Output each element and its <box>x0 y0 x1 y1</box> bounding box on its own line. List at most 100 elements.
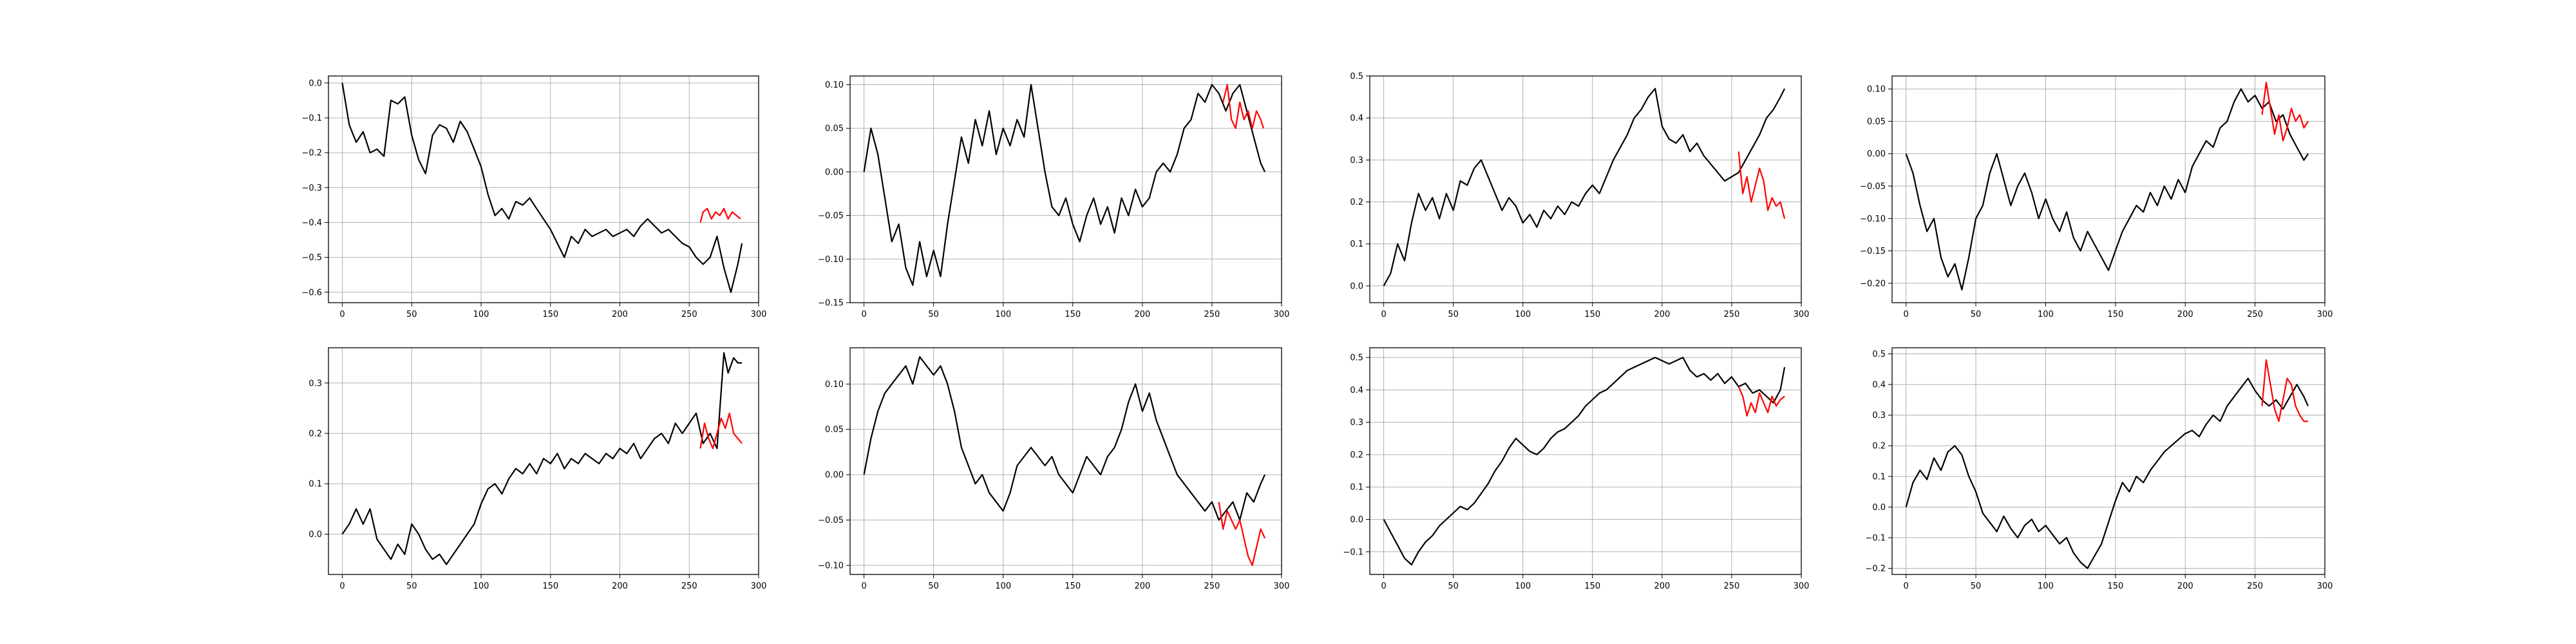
x-tick-label: 150 <box>1065 582 1081 591</box>
x-tick-label: 250 <box>1724 582 1740 591</box>
y-tick-label: 0.2 <box>1350 198 1363 207</box>
series-line-black <box>341 352 743 565</box>
y-tick-label: 0.2 <box>308 429 322 439</box>
axes-frame <box>328 347 759 575</box>
x-tick-label: 0 <box>861 582 866 591</box>
y-tick-label: 0.3 <box>1350 418 1363 428</box>
x-tick-label: 100 <box>995 310 1011 319</box>
series-line-black <box>341 82 743 293</box>
x-tick-label: 50 <box>406 582 417 591</box>
subplot-4: 0 50 100 150 200 250 300 0.10 0.05 0.00 −0.05 −0.10… <box>1860 75 2333 319</box>
x-tick-label: 150 <box>2107 310 2123 319</box>
series-line-red <box>1738 151 1786 219</box>
y-tick-label: 0.0 <box>1350 515 1363 525</box>
y-tick-label: 0.0 <box>1872 503 1886 513</box>
axes-frame <box>1369 347 1802 575</box>
y-tick-label: 0.5 <box>1872 350 1886 359</box>
x-tick-label: 150 <box>1584 310 1600 319</box>
axes-frame <box>849 75 1282 303</box>
series-line-black <box>863 356 1266 521</box>
y-tick-label: −0.3 <box>301 184 322 193</box>
x-tick-label: 100 <box>995 582 1011 591</box>
y-tick-label: 0.0 <box>308 530 322 540</box>
y-tick-label: −0.20 <box>1860 279 1886 289</box>
x-tick-label: 50 <box>1971 310 1982 319</box>
y-tick-label: −0.10 <box>818 561 844 571</box>
axes-frame <box>1891 347 2325 575</box>
y-tick-label: 0.1 <box>308 480 322 489</box>
series-line-black <box>1905 88 2309 290</box>
y-tick-label: 0.1 <box>1350 483 1363 493</box>
y-tick-label: −0.05 <box>818 211 844 221</box>
x-tick-label: 100 <box>473 582 489 591</box>
x-tick-label: 250 <box>681 310 697 319</box>
x-tick-label: 200 <box>612 582 628 591</box>
x-tick-label: 300 <box>2317 310 2333 319</box>
y-tick-label: −0.15 <box>818 299 844 308</box>
subplot-2: 0 50 100 150 200 250 300 0.10 0.05 0.00 −0.05 −0.10… <box>818 75 1290 319</box>
x-tick-label: 0 <box>1904 310 1909 319</box>
y-tick-label: −0.1 <box>301 113 322 123</box>
x-tick-label: 50 <box>1971 582 1982 591</box>
y-tick-label: 0.4 <box>1872 381 1886 390</box>
series-line-red <box>1738 386 1785 417</box>
y-tick-label: 0.2 <box>1872 442 1886 451</box>
series-line-black <box>1383 357 1786 565</box>
x-tick-label: 150 <box>1584 582 1600 591</box>
x-tick-label: 150 <box>1065 310 1081 319</box>
y-tick-label: 0.00 <box>825 471 844 480</box>
y-tick-label: 0.00 <box>1867 149 1886 159</box>
series-line-black <box>863 84 1266 286</box>
x-tick-label: 250 <box>1724 310 1740 319</box>
y-tick-label: 0.1 <box>1872 472 1886 482</box>
y-tick-label: 0.2 <box>1350 450 1363 460</box>
x-tick-label: 50 <box>406 310 417 319</box>
y-tick-label: −0.05 <box>818 516 844 526</box>
y-tick-label: 0.0 <box>1350 281 1363 291</box>
y-tick-label: 0.5 <box>1350 72 1363 82</box>
y-tick-label: −0.1 <box>1343 547 1363 557</box>
series-line-red <box>699 412 743 450</box>
x-tick-label: 50 <box>1448 310 1459 319</box>
y-tick-label: 0.05 <box>825 425 844 435</box>
y-tick-label: −0.4 <box>301 218 322 228</box>
x-tick-label: 100 <box>1515 582 1531 591</box>
x-tick-label: 250 <box>2247 582 2263 591</box>
x-tick-label: 250 <box>681 582 697 591</box>
x-tick-label: 0 <box>339 582 345 591</box>
x-tick-label: 300 <box>1794 310 1810 319</box>
y-tick-label: 0.05 <box>825 124 844 134</box>
series-line-black <box>1383 88 1786 287</box>
x-tick-label: 150 <box>2107 582 2123 591</box>
x-tick-label: 0 <box>339 310 345 319</box>
x-tick-label: 300 <box>1794 582 1810 591</box>
axes-frame <box>328 75 759 303</box>
x-tick-label: 0 <box>861 310 866 319</box>
series-line-red <box>2261 359 2308 422</box>
x-tick-label: 200 <box>1134 582 1150 591</box>
y-tick-label: 0.10 <box>1867 85 1886 95</box>
y-tick-label: −0.2 <box>1865 564 1886 574</box>
x-tick-label: 300 <box>1274 310 1290 319</box>
y-tick-label: −0.5 <box>301 253 322 263</box>
x-tick-label: 250 <box>2247 310 2263 319</box>
y-tick-label: −0.15 <box>1860 247 1886 256</box>
y-tick-label: −0.2 <box>301 149 322 158</box>
y-tick-label: 0.1 <box>1350 240 1363 249</box>
y-tick-label: 0.4 <box>1350 386 1363 395</box>
axes-frame <box>1369 75 1802 303</box>
y-tick-label: 0.10 <box>825 80 844 90</box>
x-tick-label: 0 <box>1381 582 1386 591</box>
x-tick-label: 50 <box>1448 582 1459 591</box>
x-tick-label: 50 <box>928 582 939 591</box>
series-line-red <box>1218 502 1266 566</box>
x-tick-label: 200 <box>1654 310 1670 319</box>
subplot-5: 0 50 100 150 200 250 300 0.0 0.1 0.2 0.3 <box>308 347 766 591</box>
x-tick-label: 150 <box>542 582 558 591</box>
y-tick-label: 0.3 <box>308 379 322 388</box>
series-line-red <box>1222 84 1264 129</box>
y-tick-label: 0.4 <box>1350 114 1363 124</box>
y-tick-label: −0.05 <box>1860 182 1886 191</box>
y-tick-label: −0.6 <box>301 288 322 298</box>
